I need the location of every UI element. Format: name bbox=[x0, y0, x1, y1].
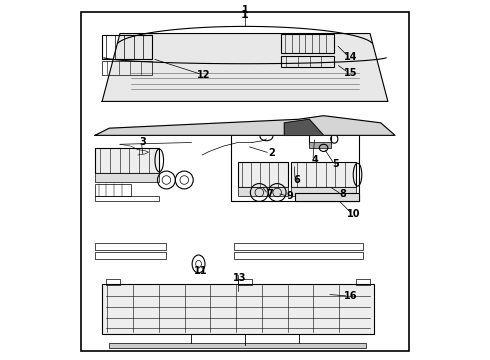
Bar bbox=[309, 143, 331, 148]
Text: 7: 7 bbox=[267, 189, 273, 199]
Polygon shape bbox=[95, 116, 395, 135]
Bar bbox=[95, 243, 167, 249]
Text: 6: 6 bbox=[294, 175, 300, 185]
Bar bbox=[95, 196, 159, 202]
Text: 11: 11 bbox=[194, 266, 207, 276]
Bar bbox=[102, 284, 373, 334]
Bar bbox=[95, 148, 159, 173]
Bar bbox=[292, 187, 356, 196]
Polygon shape bbox=[284, 119, 323, 135]
Text: 9: 9 bbox=[286, 191, 293, 201]
Text: 1: 1 bbox=[242, 5, 248, 15]
Text: 16: 16 bbox=[343, 291, 357, 301]
Bar bbox=[106, 279, 120, 285]
Bar bbox=[234, 252, 363, 258]
Bar bbox=[292, 162, 356, 187]
Text: 3: 3 bbox=[140, 138, 147, 148]
Bar bbox=[238, 187, 288, 196]
Bar bbox=[95, 173, 159, 182]
Bar bbox=[238, 279, 252, 285]
Bar bbox=[102, 61, 152, 75]
Bar bbox=[234, 243, 363, 249]
Bar bbox=[295, 193, 359, 202]
Bar bbox=[281, 56, 334, 67]
Text: 14: 14 bbox=[343, 52, 357, 62]
Bar bbox=[238, 162, 288, 187]
Text: 10: 10 bbox=[347, 209, 361, 219]
Text: 1: 1 bbox=[241, 10, 249, 20]
Text: 5: 5 bbox=[333, 159, 340, 169]
Text: 13: 13 bbox=[233, 273, 246, 283]
Bar bbox=[231, 130, 359, 202]
Bar bbox=[102, 35, 152, 59]
Text: 8: 8 bbox=[340, 189, 346, 199]
Bar bbox=[356, 279, 370, 285]
Polygon shape bbox=[102, 33, 388, 102]
Bar bbox=[309, 126, 331, 144]
Text: 4: 4 bbox=[311, 156, 318, 165]
Text: 2: 2 bbox=[269, 148, 275, 158]
Bar bbox=[109, 342, 367, 348]
Bar bbox=[95, 252, 167, 258]
Text: 15: 15 bbox=[343, 68, 357, 78]
Text: 12: 12 bbox=[197, 69, 211, 80]
Bar bbox=[95, 184, 131, 196]
Bar bbox=[281, 33, 334, 53]
